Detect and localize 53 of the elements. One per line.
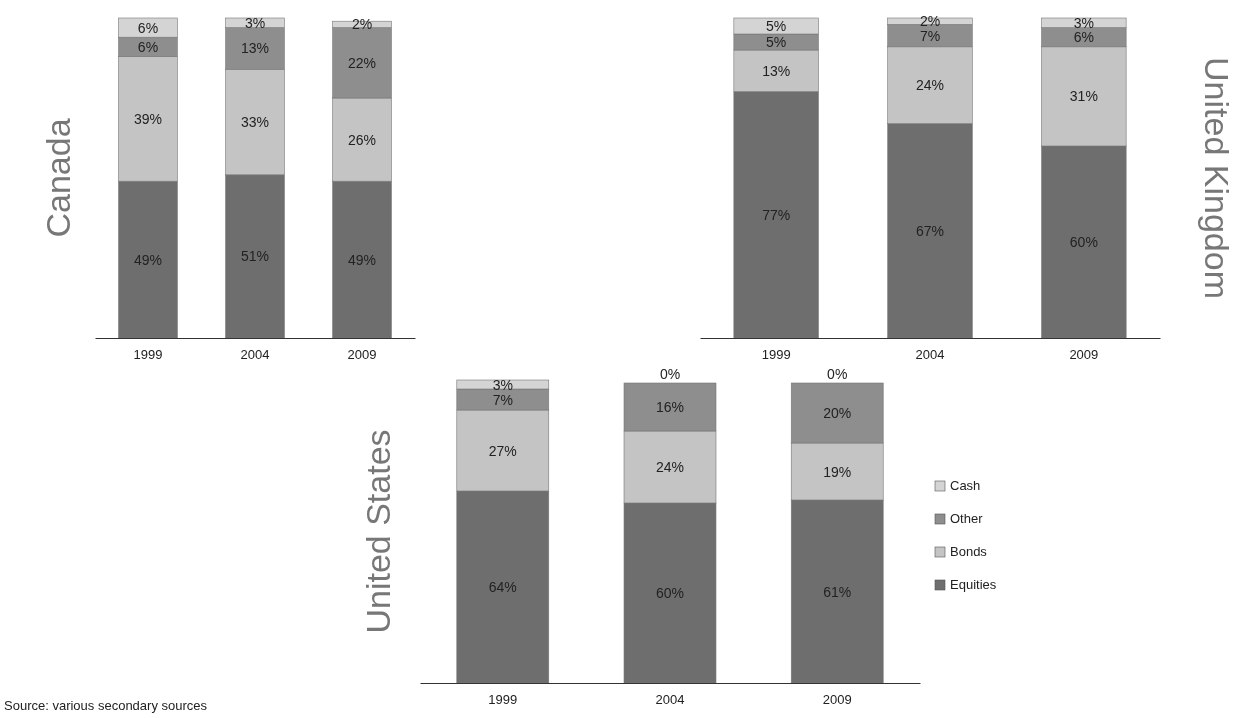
legend-label: Other: [950, 511, 984, 526]
data-label: 3%: [492, 376, 513, 393]
data-label: 77%: [762, 206, 791, 223]
data-label: 7%: [492, 391, 513, 408]
data-label: 64%: [488, 579, 517, 595]
data-label: 61%: [823, 583, 852, 600]
source-note: Source: various secondary sources: [4, 698, 208, 713]
data-label: 51%: [240, 248, 270, 265]
data-label: 26%: [348, 131, 377, 148]
x-tick-label: 2004: [240, 347, 270, 363]
data-label: 5%: [766, 34, 787, 50]
data-label: 24%: [655, 459, 685, 475]
data-label: 22%: [348, 54, 377, 71]
y-axis-title: Canada: [39, 118, 77, 238]
x-tick-label: 2004: [915, 347, 945, 363]
data-label: 3%: [1073, 14, 1094, 31]
data-label: 6%: [137, 38, 159, 55]
data-label: 6%: [1073, 29, 1094, 46]
data-label: 16%: [655, 399, 685, 415]
x-tick-label: 1999: [761, 347, 791, 363]
data-label: 24%: [915, 77, 945, 94]
legend-label: Equities: [950, 577, 997, 592]
legend-label: Cash: [950, 478, 981, 493]
y2-axis-title: United Kingdom: [1198, 57, 1236, 299]
data-label: 6%: [137, 19, 159, 36]
data-label: 20%: [823, 405, 852, 421]
data-label: 60%: [655, 585, 685, 601]
data-label: 67%: [915, 222, 945, 239]
x-tick-label: 1999: [133, 347, 163, 363]
x-tick-label: 2009: [1069, 347, 1099, 363]
x-tick-label: 2009: [347, 347, 377, 363]
data-label: 0%: [827, 366, 848, 382]
x-tick-label: 1999: [488, 692, 518, 708]
data-label: 60%: [1069, 234, 1098, 250]
data-label: 27%: [488, 442, 517, 459]
data-label: 2%: [351, 16, 373, 33]
legend-label: Bonds: [950, 544, 988, 559]
data-label: 13%: [762, 62, 791, 79]
data-label: 33%: [240, 114, 270, 130]
x-tick-label: 2009: [822, 692, 852, 708]
data-label: 3%: [244, 14, 266, 31]
data-label: 13%: [240, 40, 270, 57]
x-tick-label: 2004: [655, 692, 685, 708]
data-label: 2%: [919, 13, 941, 30]
y-axis-title: United States: [359, 429, 397, 634]
data-label: 39%: [133, 110, 162, 127]
data-label: 5%: [766, 18, 787, 34]
data-label: 49%: [348, 251, 377, 268]
data-label: 19%: [823, 463, 852, 480]
data-label: 0%: [659, 366, 681, 382]
data-label: 49%: [133, 251, 162, 268]
data-label: 7%: [919, 27, 941, 44]
data-label: 31%: [1069, 88, 1098, 105]
